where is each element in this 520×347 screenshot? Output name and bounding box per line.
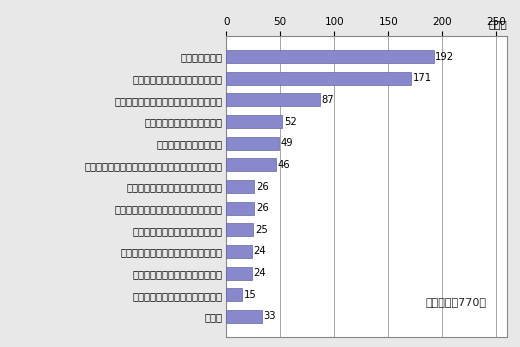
Bar [226,137,279,150]
Text: 87: 87 [322,95,334,105]
Bar [226,310,262,323]
Bar [226,50,434,63]
Text: 25: 25 [255,225,268,235]
Text: 171: 171 [412,73,432,83]
Text: 24: 24 [254,268,266,278]
Bar [226,93,320,107]
Text: 192: 192 [435,52,454,61]
Text: 52: 52 [284,117,297,127]
Text: 回答者数：770人: 回答者数：770人 [426,297,487,307]
Bar [226,288,242,301]
Bar [226,245,252,258]
Bar [226,115,282,128]
Bar [226,223,253,236]
Text: 46: 46 [278,160,290,170]
Bar [226,158,276,171]
Bar [226,202,254,215]
Text: 49: 49 [281,138,293,148]
Text: 33: 33 [264,312,276,321]
Text: 15: 15 [244,290,257,300]
Bar [226,72,411,85]
Text: 24: 24 [254,246,266,256]
Text: 26: 26 [256,203,269,213]
Text: 26: 26 [256,181,269,192]
Bar [226,180,254,193]
Bar [226,266,252,280]
Text: （人）: （人） [488,19,507,29]
